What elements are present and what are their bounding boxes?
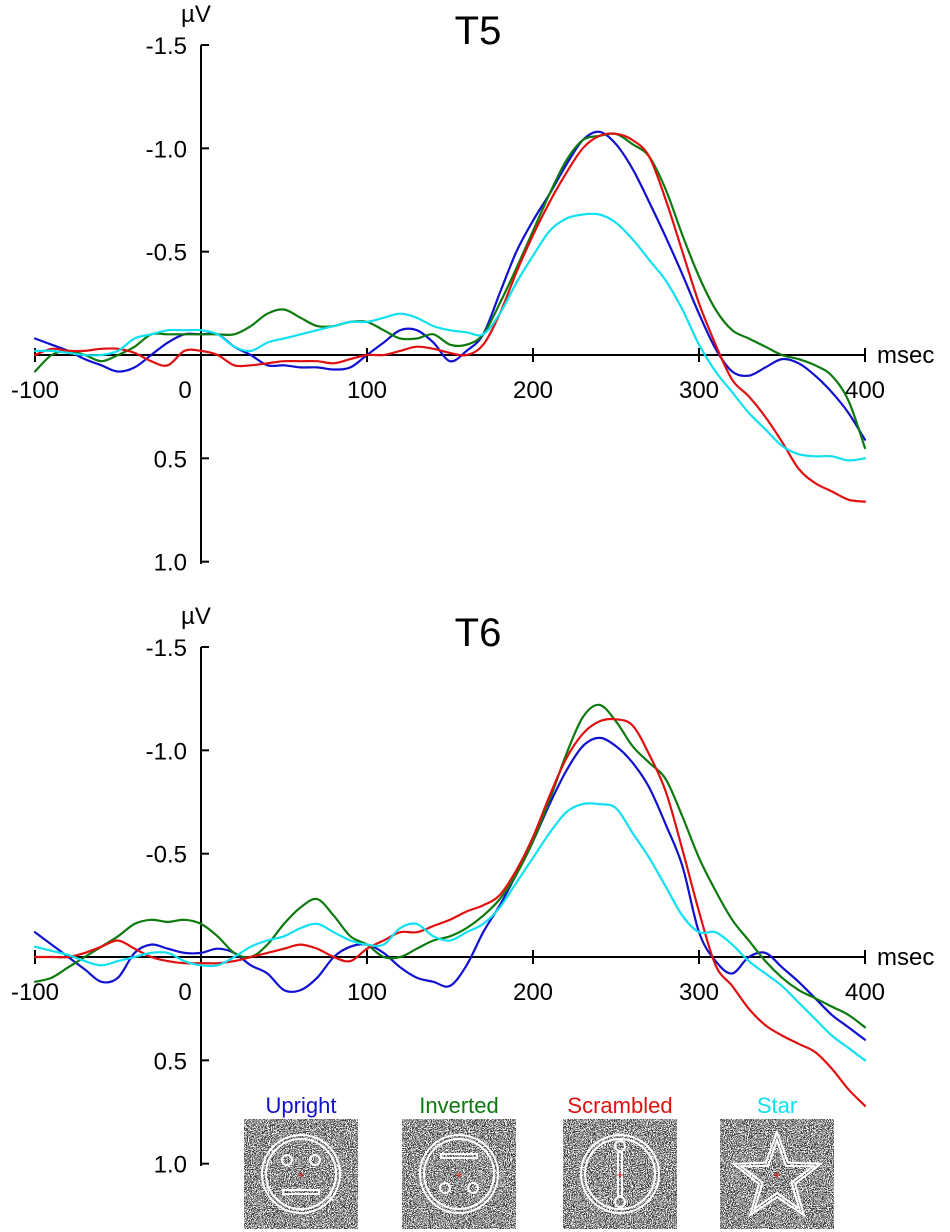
x-axis-label: msec bbox=[877, 944, 934, 971]
x-tick-label: 100 bbox=[347, 377, 387, 404]
y-tick-label: -1.0 bbox=[146, 738, 187, 765]
x-tick-label: 400 bbox=[845, 979, 885, 1006]
x-tick-label: 100 bbox=[347, 979, 387, 1006]
y-axis-label: µV bbox=[181, 603, 211, 630]
legend-label: Scrambled bbox=[567, 1093, 672, 1118]
legend-item-star: Star + bbox=[720, 1093, 834, 1229]
series-line-star bbox=[33, 212, 867, 462]
legend-label: Inverted bbox=[419, 1093, 499, 1118]
svg-text:+: + bbox=[297, 1168, 304, 1182]
x-tick-label: 200 bbox=[513, 979, 553, 1006]
panel-title: T5 bbox=[455, 9, 502, 53]
svg-text:+: + bbox=[455, 1168, 462, 1182]
y-tick-label: -0.5 bbox=[146, 842, 187, 869]
y-tick-label: 0.5 bbox=[154, 446, 187, 473]
star-stimulus-icon: + bbox=[720, 1119, 834, 1229]
x-tick-label: 400 bbox=[845, 377, 885, 404]
face-upright-icon: + bbox=[244, 1119, 358, 1229]
panel-t6: T6 µV -1.5 -1.0 -0.5 0.5 1.0 -100 0 100 200 300 400 m… bbox=[11, 603, 934, 1179]
y-tick-label: 0.5 bbox=[154, 1048, 187, 1075]
face-inverted-icon: + bbox=[402, 1119, 516, 1229]
panel-t5: T5 µV -1.5 -1.0 -0.5 0.5 1.0 -100 0 100 200 300 400 m… bbox=[11, 1, 934, 577]
x-tick-label: 0 bbox=[178, 377, 191, 404]
y-axis-label: µV bbox=[181, 1, 211, 28]
series-line-inverted bbox=[33, 132, 867, 450]
x-tick-label: 300 bbox=[679, 979, 719, 1006]
y-tick-label: -0.5 bbox=[146, 240, 187, 267]
legend-label: Star bbox=[757, 1093, 797, 1118]
legend-item-inverted: Inverted + bbox=[402, 1093, 516, 1229]
series-line-inverted bbox=[33, 703, 867, 1029]
series-line-upright bbox=[33, 130, 867, 441]
y-tick-label: -1.5 bbox=[146, 635, 187, 662]
x-axis-label: msec bbox=[877, 342, 934, 369]
y-tick-label: 1.0 bbox=[154, 550, 187, 577]
y-tick-label: -1.5 bbox=[146, 33, 187, 60]
svg-text:+: + bbox=[616, 1168, 623, 1182]
series-line-scrambled bbox=[33, 717, 867, 1107]
series-line-star bbox=[33, 802, 867, 1062]
y-tick-label: -1.0 bbox=[146, 136, 187, 163]
series-line-scrambled bbox=[33, 132, 867, 503]
series-line-upright bbox=[33, 736, 867, 1041]
panel-title: T6 bbox=[455, 611, 502, 655]
x-tick-label: -100 bbox=[11, 377, 59, 404]
legend-item-upright: Upright + bbox=[244, 1093, 358, 1229]
y-tick-label: 1.0 bbox=[154, 1152, 187, 1179]
svg-text:+: + bbox=[773, 1168, 780, 1182]
x-tick-label: 0 bbox=[178, 979, 191, 1006]
x-tick-label: -100 bbox=[11, 979, 59, 1006]
face-scrambled-icon: + bbox=[563, 1119, 677, 1229]
legend-item-scrambled: Scrambled + bbox=[563, 1093, 677, 1229]
x-tick-label: 300 bbox=[679, 377, 719, 404]
legend-label: Upright bbox=[266, 1093, 337, 1118]
x-tick-label: 200 bbox=[513, 377, 553, 404]
